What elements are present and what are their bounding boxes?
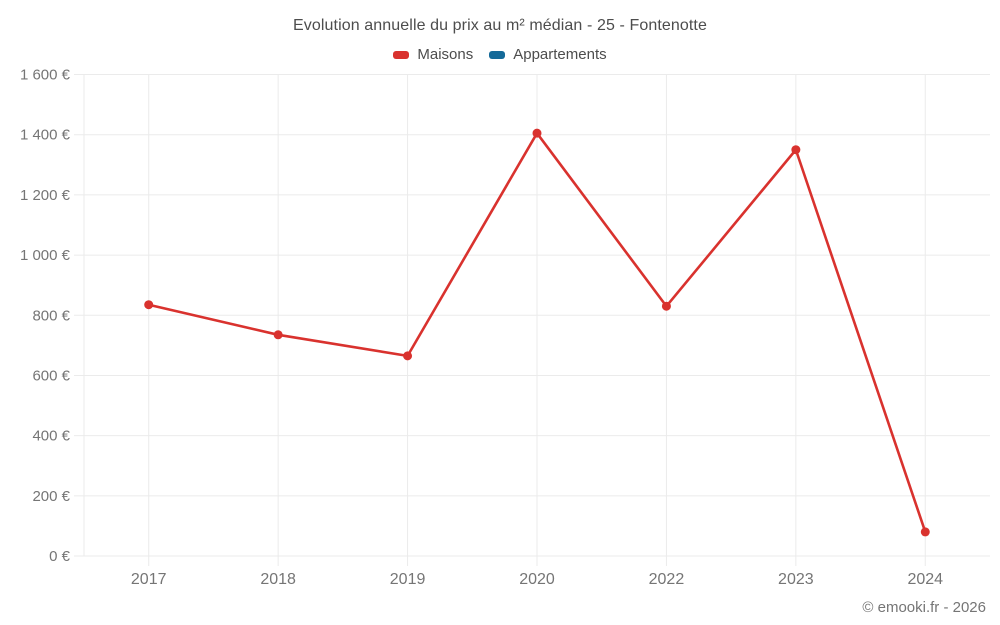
data-point-maisons-2017[interactable]: [144, 300, 154, 310]
appartements-series-swatch-icon: [489, 50, 506, 59]
data-point-maisons-2018[interactable]: [273, 330, 283, 340]
data-point-maisons-2019[interactable]: [403, 351, 413, 361]
data-point-maisons-2020[interactable]: [532, 128, 542, 138]
y-axis-tick-label: 1 400 €: [20, 127, 71, 144]
legend-item-appartements[interactable]: Appartements: [489, 46, 607, 63]
chart-legend: Maisons Appartements: [0, 46, 1000, 63]
y-axis-tick-label: 800 €: [32, 307, 70, 324]
y-axis-tick-label: 1 200 €: [20, 187, 71, 204]
y-axis-tick-label: 1 000 €: [20, 247, 71, 264]
x-axis-tick-label: 2024: [907, 571, 943, 588]
y-axis-tick-label: 0 €: [49, 548, 71, 565]
y-axis-tick-label: 400 €: [32, 428, 70, 445]
data-point-maisons-2024[interactable]: [920, 527, 930, 537]
x-axis-tick-label: 2018: [260, 571, 296, 588]
x-axis-tick-label: 2017: [131, 571, 167, 588]
x-axis-tick-label: 2022: [649, 571, 685, 588]
maisons-series-swatch-icon: [393, 50, 410, 59]
x-axis-tick-label: 2020: [519, 571, 555, 588]
x-axis-tick-label: 2019: [390, 571, 426, 588]
y-axis-tick-label: 1 600 €: [20, 67, 71, 84]
legend-item-maisons[interactable]: Maisons: [393, 46, 473, 63]
x-axis-tick-label: 2023: [778, 571, 814, 588]
credit-footer: © emooki.fr - 2026: [862, 599, 986, 616]
legend-label-maisons: Maisons: [417, 46, 474, 63]
y-axis-tick-label: 200 €: [32, 488, 70, 505]
data-point-maisons-2022[interactable]: [661, 301, 671, 311]
chart-title: Evolution annuelle du prix au m² médian …: [293, 17, 707, 34]
data-point-maisons-2023[interactable]: [791, 145, 801, 155]
y-axis-tick-label: 600 €: [32, 367, 70, 384]
legend-label-appartements: Appartements: [513, 46, 607, 63]
